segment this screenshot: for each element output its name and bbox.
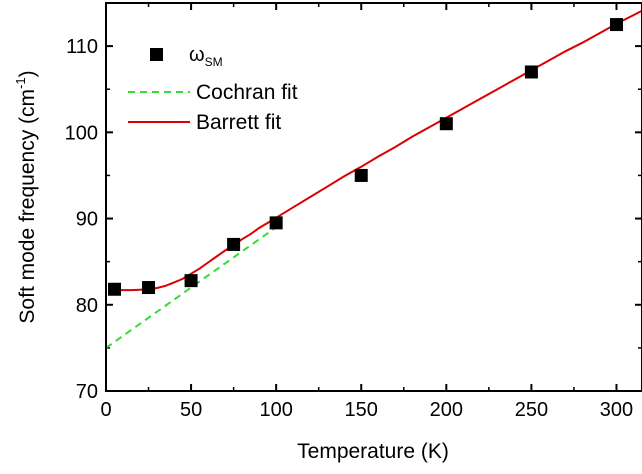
y-axis-label-sup: -1: [13, 77, 28, 89]
legend-item-barrett: Barrett fit: [128, 111, 281, 134]
data-point-omega-sm: [354, 168, 368, 182]
legend-item-omega-sm: ωSM: [150, 44, 223, 69]
data-point-omega-sm: [269, 216, 283, 230]
legend-label-omega: ωSM: [189, 44, 223, 69]
legend-item-cochran: Cochran fit: [128, 81, 298, 104]
plot-frame: [105, 2, 642, 392]
data-point-omega-sm: [439, 117, 453, 131]
data-point-omega-sm: [227, 237, 241, 251]
y-axis-label: Soft mode frequency (cm-1): [13, 70, 39, 323]
x-axis-ticks: 0 50 100 150 200 250 300: [100, 3, 633, 421]
x-tick-label: 200: [430, 399, 463, 421]
data-point-omega-sm: [142, 281, 156, 295]
y-axis-ticks: 70 80 90 100 110: [65, 36, 642, 403]
legend-marker-square: [150, 48, 163, 61]
y-axis-label-main: Soft mode frequency (cm: [16, 89, 39, 324]
legend: ωSM Cochran fit Barrett fit: [128, 44, 298, 134]
y-tick-label: 110: [66, 36, 98, 58]
x-tick-label: 100: [259, 399, 292, 421]
y-tick-label: 80: [76, 295, 98, 317]
data-point-omega-sm: [184, 274, 198, 288]
x-tick-label: 150: [345, 399, 378, 421]
legend-label-barrett: Barrett fit: [196, 111, 281, 134]
x-tick-label: 300: [600, 399, 633, 421]
y-tick-label: 70: [76, 381, 98, 403]
data-point-omega-sm: [524, 65, 538, 79]
legend-label-cochran: Cochran fit: [196, 81, 298, 104]
data-point-omega-sm: [609, 18, 623, 32]
plot-area: [106, 9, 642, 349]
x-tick-label: 0: [100, 399, 111, 421]
x-tick-label: 250: [515, 399, 548, 421]
cochran-fit-line: [106, 226, 277, 349]
data-point-omega-sm: [108, 282, 122, 296]
x-axis-label: Temperature (K): [297, 440, 449, 463]
y-axis-label-close: ): [16, 70, 39, 77]
y-tick-label: 100: [65, 122, 98, 144]
x-tick-label: 50: [180, 399, 202, 421]
y-tick-label: 90: [76, 209, 98, 231]
